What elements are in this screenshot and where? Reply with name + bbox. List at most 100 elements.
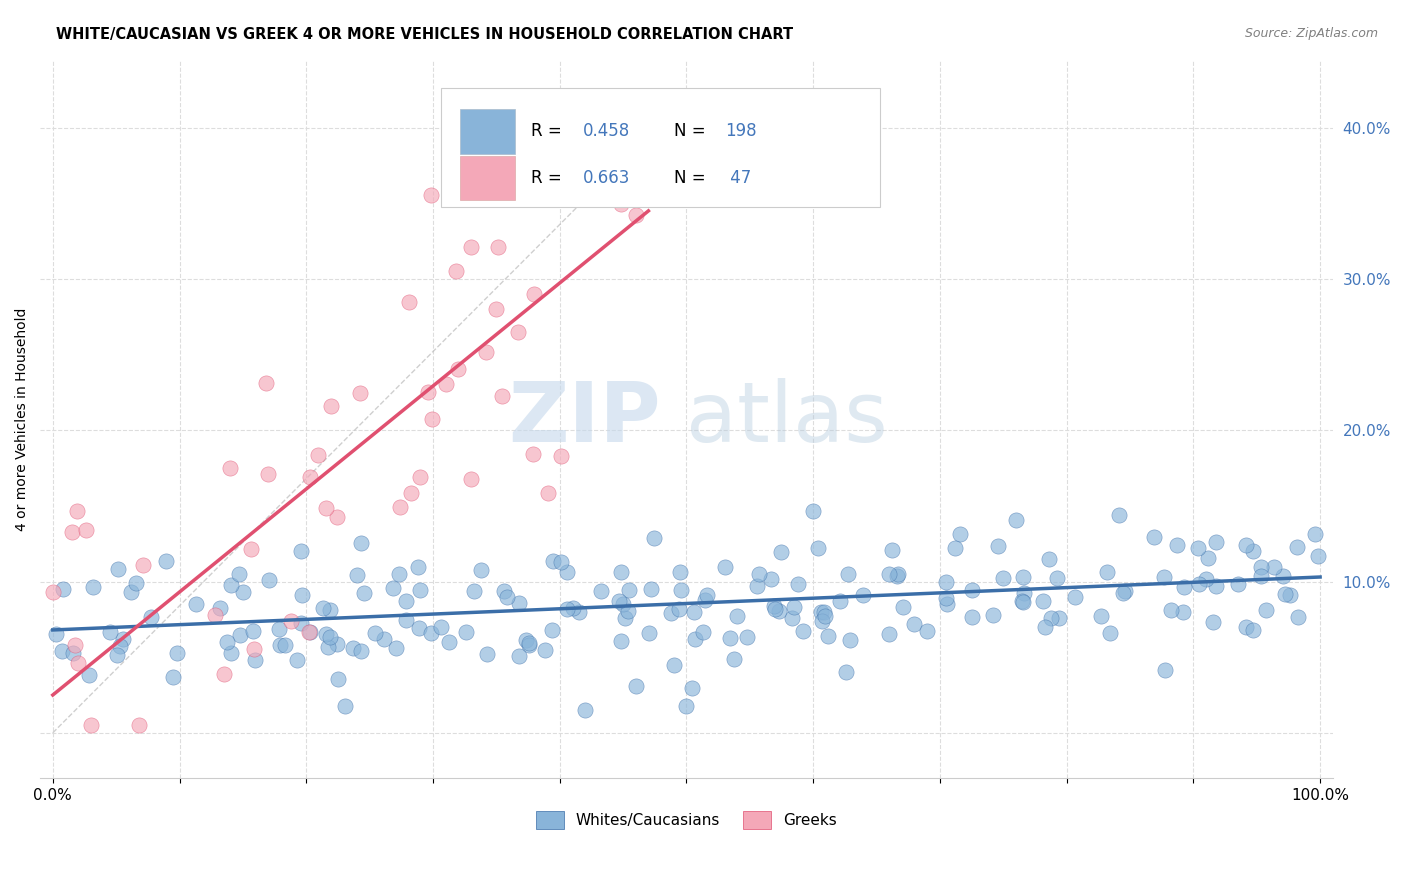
Point [1012, 586, 1035, 600]
Point [1160, 603, 1182, 617]
Point [299, 470, 322, 484]
Text: WHITE/CAUCASIAN VS GREEK 4 OR MORE VEHICLES IN HOUSEHOLD CORRELATION CHART: WHITE/CAUCASIAN VS GREEK 4 OR MORE VEHIC… [56, 27, 793, 42]
Point [1108, 508, 1130, 522]
Point [769, 545, 792, 559]
Point [395, 613, 418, 627]
Point [723, 652, 745, 666]
Point [416, 385, 439, 400]
Text: N =: N = [673, 122, 710, 140]
Point [494, 584, 516, 599]
Text: Source: ZipAtlas.com: Source: ZipAtlas.com [1244, 27, 1378, 40]
Point [485, 302, 508, 317]
Point [439, 635, 461, 649]
Point [838, 632, 860, 647]
Point [373, 632, 395, 646]
Text: atlas: atlas [686, 378, 889, 459]
Point [219, 646, 242, 660]
Point [1049, 611, 1071, 625]
Text: 198: 198 [725, 122, 756, 140]
Point [624, 679, 647, 693]
Point [385, 640, 408, 655]
Point [307, 448, 329, 462]
Point [574, 703, 596, 717]
Point [120, 585, 142, 599]
Point [943, 541, 966, 556]
Point [1254, 603, 1277, 617]
Point [460, 472, 482, 486]
Point [886, 568, 908, 582]
Point [77, 668, 100, 682]
Point [814, 608, 837, 623]
Point [624, 208, 647, 222]
Point [1005, 513, 1028, 527]
Point [613, 611, 636, 625]
Point [408, 622, 430, 636]
Point [463, 584, 485, 599]
Point [1040, 611, 1063, 625]
Point [877, 566, 900, 581]
Point [962, 609, 984, 624]
Point [111, 632, 134, 647]
Point [877, 626, 900, 640]
Point [669, 583, 692, 598]
Point [1038, 551, 1060, 566]
Point [232, 584, 254, 599]
Point [408, 583, 430, 598]
Point [257, 574, 280, 588]
Text: 0.663: 0.663 [583, 169, 630, 187]
Point [612, 597, 634, 611]
Point [783, 599, 806, 614]
Point [745, 579, 768, 593]
Point [350, 536, 373, 550]
Point [1202, 615, 1225, 630]
Point [659, 606, 682, 620]
Point [508, 596, 530, 610]
Point [1090, 608, 1112, 623]
Point [835, 665, 858, 680]
Point [242, 624, 264, 639]
Point [477, 647, 499, 661]
Point [813, 605, 835, 619]
Point [1166, 538, 1188, 552]
Text: R =: R = [531, 122, 568, 140]
Point [692, 625, 714, 640]
Point [208, 601, 231, 615]
Point [408, 470, 430, 484]
Point [1286, 610, 1309, 624]
Point [110, 640, 132, 654]
Point [269, 622, 291, 636]
Point [735, 630, 758, 644]
Point [496, 590, 519, 604]
Point [891, 600, 914, 615]
Point [903, 617, 925, 632]
Point [1033, 620, 1056, 634]
Point [1241, 623, 1264, 637]
Point [987, 539, 1010, 553]
Point [325, 509, 347, 524]
Point [1032, 594, 1054, 608]
Point [434, 377, 457, 392]
Point [807, 541, 830, 555]
Point [353, 586, 375, 600]
Point [1205, 579, 1227, 593]
Point [617, 583, 640, 598]
Point [591, 584, 613, 599]
Point [290, 543, 312, 558]
Point [280, 614, 302, 628]
Point [291, 588, 314, 602]
Point [801, 504, 824, 518]
Point [162, 670, 184, 684]
Point [217, 634, 239, 648]
Point [550, 449, 572, 463]
Point [349, 386, 371, 401]
Point [1154, 664, 1177, 678]
Point [640, 582, 662, 597]
Point [98, 625, 121, 640]
Point [1195, 572, 1218, 586]
Point [681, 681, 703, 696]
Point [568, 606, 591, 620]
Point [1112, 586, 1135, 600]
Point [960, 582, 983, 597]
Point [522, 447, 544, 461]
Point [1153, 570, 1175, 584]
